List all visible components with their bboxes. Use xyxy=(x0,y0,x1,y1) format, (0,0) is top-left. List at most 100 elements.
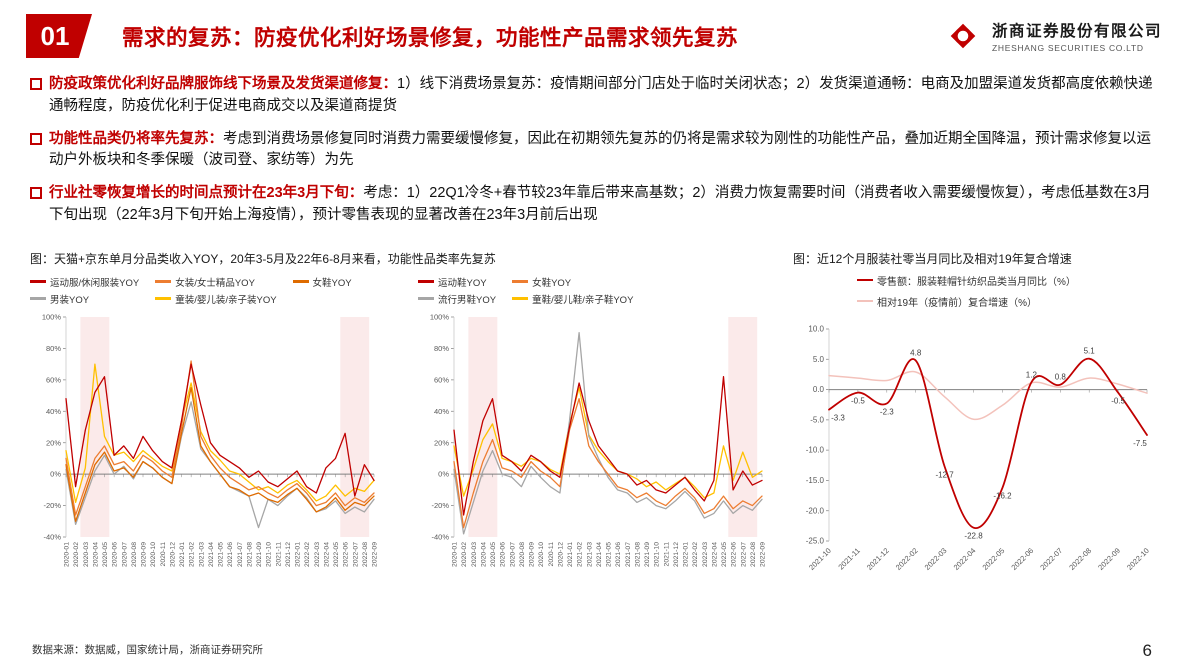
svg-text:-20.0: -20.0 xyxy=(806,506,825,515)
apparel-chart-block: 运动服/休闲服装YOY 女装/女士精品YOY 女鞋YOY 男装YOY 童装/婴儿装/亲子… xyxy=(30,275,382,597)
svg-text:2021-06: 2021-06 xyxy=(227,541,234,566)
svg-text:2022-03: 2022-03 xyxy=(314,541,321,566)
svg-text:2020-11: 2020-11 xyxy=(548,541,555,566)
legend-item: 女鞋YOY xyxy=(512,275,633,289)
svg-text:2021-03: 2021-03 xyxy=(198,541,205,566)
svg-text:2020-05: 2020-05 xyxy=(490,541,497,566)
svg-text:2020-06: 2020-06 xyxy=(112,541,119,566)
retail-chart-legend: 零售额：服装鞋帽针纺织品类当月同比（%） 相对19年（疫情前）复合增速（%） xyxy=(857,273,1164,309)
svg-text:2021-05: 2021-05 xyxy=(218,541,225,566)
legend-line-swatch xyxy=(512,297,529,300)
svg-text:20%: 20% xyxy=(434,438,449,447)
charts-pair: 运动服/休闲服装YOY 女装/女士精品YOY 女鞋YOY 男装YOY 童装/婴儿装/亲子… xyxy=(30,275,775,597)
svg-text:2022-10: 2022-10 xyxy=(1125,546,1151,572)
svg-text:2021-02: 2021-02 xyxy=(189,541,196,566)
retail-yoy-chart: 10.0 5.0 0.0 -5.0 -10.0 -15.0 -20.0 -25.0 2021-1… xyxy=(793,315,1164,597)
bullet-item-2: 功能性品类仍将率先复苏：考虑到消费场景修复同时消费力需要缓慢修复，因此在初期领先… xyxy=(30,129,1160,173)
svg-text:2022-07: 2022-07 xyxy=(740,541,747,566)
retail-yoy-chart-svg: 10.05.00.0-5.0-10.0-15.0-20.0-25.02021-1… xyxy=(806,324,1151,572)
svg-text:2020-09: 2020-09 xyxy=(529,541,536,566)
svg-text:2022-03: 2022-03 xyxy=(923,546,949,572)
svg-text:2020-04: 2020-04 xyxy=(92,541,99,566)
legend-item: 零售额：服装鞋帽针纺织品类当月同比（%） xyxy=(857,273,1164,288)
svg-text:2020-08: 2020-08 xyxy=(519,541,526,566)
data-source-note: 数据来源：数据威，国家统计局，浙商证券研究所 xyxy=(32,644,263,656)
svg-text:2022-02: 2022-02 xyxy=(894,546,920,572)
svg-text:2022-02: 2022-02 xyxy=(304,541,311,566)
svg-text:2022-06: 2022-06 xyxy=(731,541,738,566)
svg-text:-0.5: -0.5 xyxy=(1111,396,1125,405)
legend-item: 童装/婴儿装/亲子装YOY xyxy=(155,292,277,306)
apparel-chart-legend: 运动服/休闲服装YOY 女装/女士精品YOY 女鞋YOY 男装YOY 童装/婴儿装/亲子… xyxy=(30,275,382,306)
svg-text:2021-03: 2021-03 xyxy=(586,541,593,566)
svg-text:2021-12: 2021-12 xyxy=(673,541,680,566)
svg-text:2021-11: 2021-11 xyxy=(663,541,670,566)
svg-text:0.0: 0.0 xyxy=(813,385,825,394)
svg-text:2022-08: 2022-08 xyxy=(362,541,369,566)
section-number: 01 xyxy=(40,20,70,51)
svg-text:2022-09: 2022-09 xyxy=(1096,546,1122,572)
legend-line-swatch xyxy=(30,280,46,283)
page-title: 需求的复苏：防疫优化利好场景修复，功能性产品需求领先复苏 xyxy=(122,25,739,50)
legend-item: 童鞋/婴儿鞋/亲子鞋YOY xyxy=(512,292,633,306)
svg-text:2020-10: 2020-10 xyxy=(150,541,157,566)
svg-text:2022-01: 2022-01 xyxy=(295,541,302,566)
svg-text:-10.0: -10.0 xyxy=(806,445,825,454)
bullet-square-marker xyxy=(30,132,42,145)
svg-text:2022-07: 2022-07 xyxy=(1038,546,1064,572)
svg-text:2022-04: 2022-04 xyxy=(952,546,978,572)
svg-text:1.2: 1.2 xyxy=(1026,370,1038,379)
svg-text:-5.0: -5.0 xyxy=(810,415,824,424)
svg-text:60%: 60% xyxy=(46,375,61,384)
svg-text:-2.3: -2.3 xyxy=(880,407,894,416)
legend-label: 童装/婴儿装/亲子装YOY xyxy=(175,294,277,306)
zheshang-knot-icon xyxy=(950,23,976,49)
legend-item: 流行男鞋YOY xyxy=(418,292,496,306)
svg-text:2021-10: 2021-10 xyxy=(266,541,273,566)
legend-label: 相对19年（疫情前）复合增速（%） xyxy=(877,297,1038,309)
legend-label: 流行男鞋YOY xyxy=(438,294,497,306)
svg-text:2021-10: 2021-10 xyxy=(807,546,833,572)
svg-text:2022-08: 2022-08 xyxy=(1067,546,1093,572)
legend-item: 运动服/休闲服装YOY xyxy=(30,275,139,289)
page-number: 6 xyxy=(1142,641,1152,660)
legend-item: 女鞋YOY xyxy=(292,275,352,289)
footwear-yoy-chart: 100% 80% 60% 40% 20% 0% -20% -40% 2020-01 2020-02… xyxy=(418,309,770,597)
figure-right-caption: 图：近12个月服装社零当月同比及相对19年复合增速 xyxy=(793,251,1072,266)
svg-text:2022-05: 2022-05 xyxy=(981,546,1007,572)
svg-text:2022-02: 2022-02 xyxy=(692,541,699,566)
svg-text:2021-04: 2021-04 xyxy=(208,541,215,566)
svg-text:2022-05: 2022-05 xyxy=(721,541,728,566)
svg-text:0%: 0% xyxy=(438,469,449,478)
svg-text:2020-01: 2020-01 xyxy=(452,541,459,566)
svg-text:2020-01: 2020-01 xyxy=(64,541,71,566)
legend-line-swatch xyxy=(155,280,172,283)
svg-text:2021-11: 2021-11 xyxy=(836,546,861,571)
svg-text:-25.0: -25.0 xyxy=(806,536,825,545)
apparel-yoy-chart: 100% 80% 60% 40% 20% 0% -20% -40% 2020-01 2020-02… xyxy=(30,309,382,597)
svg-text:2021-01: 2021-01 xyxy=(567,541,574,566)
svg-text:2022-08: 2022-08 xyxy=(750,541,757,566)
bullet-lead: 防疫政策优化利好品牌服饰线下场景及发货渠道修复： xyxy=(49,76,397,92)
svg-text:5.0: 5.0 xyxy=(813,354,825,363)
svg-text:-22.8: -22.8 xyxy=(964,531,983,540)
bullet-list: 防疫政策优化利好品牌服饰线下场景及发货渠道修复：1）线下消费场景复苏：疫情期间部… xyxy=(0,58,1190,227)
svg-text:2022-09: 2022-09 xyxy=(760,541,767,566)
svg-text:2021-10: 2021-10 xyxy=(654,541,661,566)
svg-text:2021-01: 2021-01 xyxy=(179,541,186,566)
legend-line-swatch xyxy=(857,278,873,282)
legend-item: 相对19年（疫情前）复合增速（%） xyxy=(857,294,1164,309)
svg-text:2020-08: 2020-08 xyxy=(131,541,138,566)
company-logo: 浙商证券股份有限公司 ZHESHANG SECURITIES CO.LTD xyxy=(943,16,1162,56)
svg-text:-0.5: -0.5 xyxy=(851,396,865,405)
figure-left: 图：天猫+京东单月分品类收入YOY，20年3-5月及22年6-8月来看，功能性品… xyxy=(30,250,775,597)
svg-text:2020-09: 2020-09 xyxy=(141,541,148,566)
svg-text:2021-07: 2021-07 xyxy=(625,541,632,566)
svg-text:5.1: 5.1 xyxy=(1084,346,1096,355)
legend-label: 女鞋YOY xyxy=(312,277,352,289)
footwear-chart-block: 运动鞋YOY 女鞋YOY 流行男鞋YOY 童鞋/婴儿鞋/亲子鞋YOY 100% 80% 6… xyxy=(418,275,770,597)
svg-text:2020-12: 2020-12 xyxy=(557,541,564,566)
svg-text:-40%: -40% xyxy=(43,532,61,541)
svg-text:2022-04: 2022-04 xyxy=(711,541,718,566)
